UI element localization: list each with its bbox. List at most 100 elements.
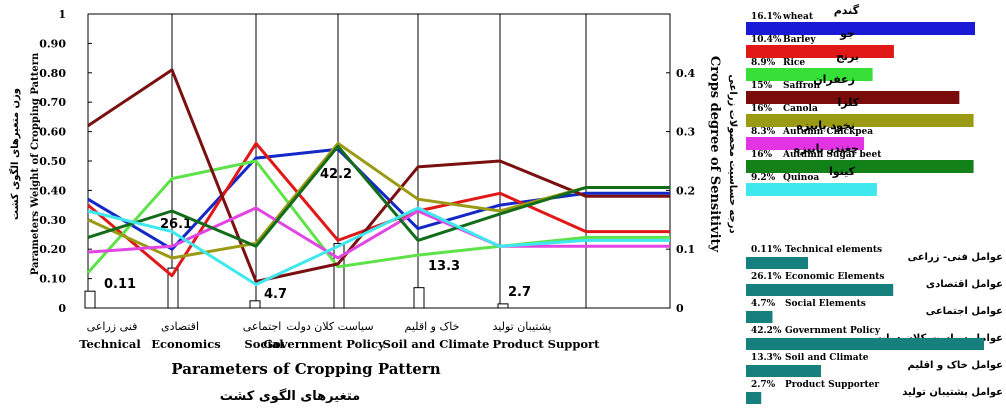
y-tick-label: 0.10 [39,273,66,286]
factor-bar [746,284,894,296]
y2-axis-title-fa: درجه حساسیت محصولات زراعی [727,74,738,233]
weight-bar-product-support [497,303,509,309]
crop-name: Saffron [783,81,820,91]
category-label-fa: اقتصادی [161,320,199,333]
crop-name: Barley [783,35,816,45]
y2-tick-label: 0.1 [676,243,695,256]
crop-name-fa: گندم [834,4,860,17]
factor-name: Government Policy [785,326,881,336]
weight-bar-economics [167,267,179,309]
crop-bar [746,68,873,81]
factor-name: Economic Elements [785,272,884,282]
crop-percent: 8.3% [751,127,776,137]
factor-name: Technical elements [785,245,882,255]
factor-name-fa: عوامل خاک و اقلیم [908,360,1004,371]
crop-percent: 16% [751,150,773,160]
crop-name: Autumn Chickpea [782,127,873,137]
crop-name: Rice [783,58,805,68]
category-label-fa: پشتیبان تولید [493,320,552,333]
crop-name: Quinoa [783,173,819,183]
crop-bar [746,45,894,58]
category-label-fa: اجتماعی [243,320,282,333]
series-line-2 [87,141,670,278]
crop-percent: 10.4% [751,35,782,45]
crop-name-fa: کلزا [837,96,859,109]
y-tick-label: 0.80 [39,67,66,80]
crop-name: Autumn Sugar beet [782,150,882,160]
crop-name-fa: چغندر پاییزه [794,142,859,155]
factor-percent: 0.11% [751,245,782,255]
weight-bar-government-policy [333,242,345,309]
factor-bar [746,338,984,350]
crop-name-fa: برنج [836,50,859,63]
factor-percent: 2.7% [751,380,776,390]
weight-label: 2.7 [508,285,531,300]
factor-bar [746,365,822,377]
weight-bar-soil-and-climate [413,287,425,309]
factor-percent: 26.1% [751,272,782,282]
factor-name-fa: عوامل اجتماعی [926,306,1003,317]
crop-name-fa: کینوا [829,165,856,178]
y-tick-label: 0.90 [39,37,66,50]
x-axis-title: Parameters of Cropping Pattern [171,360,440,378]
y2-axis-title: Crops degree of Sensitivity [707,56,722,253]
crop-percent: 9.2% [751,173,776,183]
series-line-7 [87,144,670,248]
category-label: Economics [151,337,220,351]
factor-bar [746,392,762,404]
category-label: Social [244,337,284,351]
factor-name-fa: عوامل اقتصادی [926,279,1003,290]
crop-percent: 15% [751,81,773,91]
y2-tick-label: 0 [676,302,684,315]
category-label: Product Support [493,337,601,351]
series-line-1 [87,147,670,251]
crop-bar [746,137,865,150]
series-line-8 [87,206,670,286]
factor-percent: 4.7% [751,299,776,309]
factor-name-fa: عوامل فنی- زراعی [908,252,1003,263]
category-label: Government Policy [263,337,385,351]
crop-bar [746,22,975,35]
crop-bar [746,160,974,173]
factor-name-fa: عوامل پشتیبان تولید [902,387,1003,398]
crop-percent: 16.1% [751,12,782,22]
y-axis-title: Parameters Weight of Cropping Pattern [30,52,41,275]
series-line-4 [87,68,670,283]
crop-name: Canola [783,104,818,114]
category-label-fa: سیاست کلان دولت [286,320,373,333]
factor-bar [746,257,809,269]
plot-frame [87,13,671,309]
weight-bar-technical [84,290,96,309]
factor-name: Social Elements [785,299,866,309]
y-tick-label: 0.70 [39,96,66,109]
y-tick-label: 0.20 [39,243,66,256]
crop-percent: 8.9% [751,58,776,68]
category-label-fa: خاک و اقلیم [405,320,460,333]
weight-label: 13.3 [428,259,460,274]
weight-label: 4.7 [264,287,287,302]
y2-tick-label: 0.4 [676,67,695,80]
weight-label: 42.2 [320,167,352,182]
category-label-fa: فنی زراعی [87,320,138,333]
y-tick-label: 0.40 [39,184,66,197]
factor-name: Product Supporter [785,380,879,390]
factor-percent: 13.3% [751,353,782,363]
x-axis-title-fa: متغیرهای الگوی کشت [220,388,360,404]
crop-bar [746,91,960,104]
crop-name-fa: نخود پاییزه [796,119,855,132]
factor-percent: 42.2% [751,326,782,336]
sensitivity-line-chart: 0 0.10 0.20 0.30 0.40 0.50 0.60 0.70 0.80 0.90 1 0 0… [8,8,738,404]
y-tick-label: 0.60 [39,126,66,139]
y-tick-label: 0.30 [39,214,66,227]
weight-label: 0.11 [104,277,136,292]
crop-percent: 16% [751,104,773,114]
series-line-3 [86,159,670,274]
weight-label: 26.1 [160,217,192,232]
crop-bar [746,183,877,196]
crop-name-fa: جو [839,27,855,40]
weight-bar-social [249,300,261,309]
y-tick-label: 0.50 [39,155,66,168]
crop-name: wheat [782,12,814,22]
crop-bar [746,114,974,127]
side-bar-panels: 16.1% wheat گندم 10.4% Barley جو 8.9% Rice برنج 1… [746,4,1004,404]
